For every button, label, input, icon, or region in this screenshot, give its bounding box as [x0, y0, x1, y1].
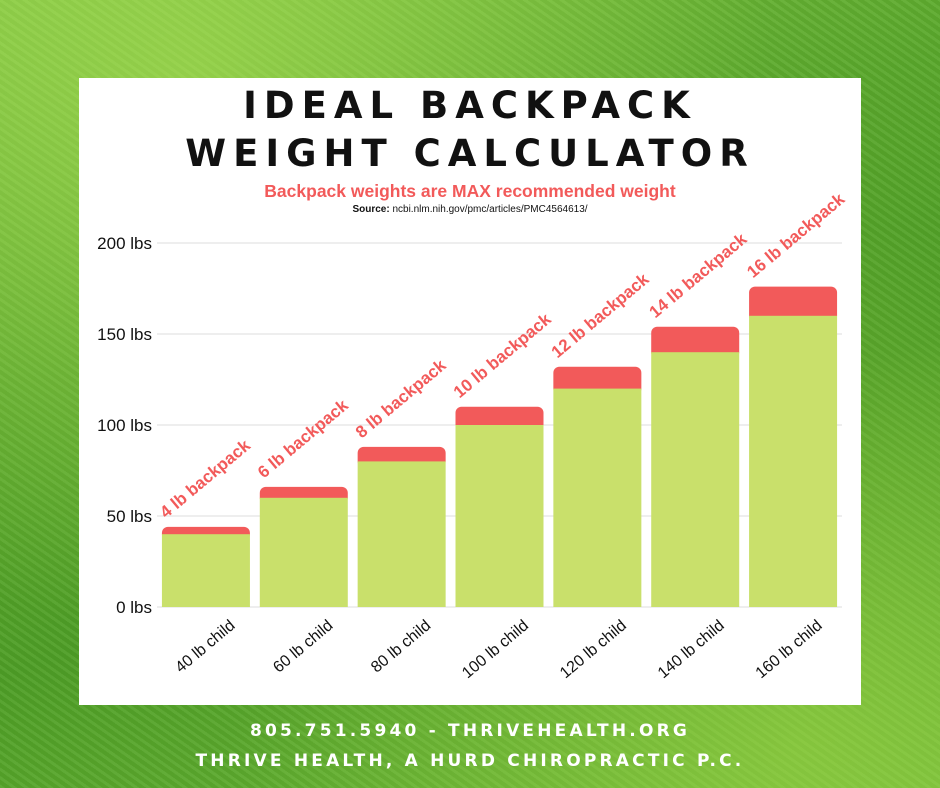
y-tick-label: 0 lbs: [116, 598, 152, 617]
backpack-bar-segment: [651, 326, 740, 359]
y-tick-label: 100 lbs: [97, 416, 152, 435]
child-bar-segment: [259, 497, 348, 607]
chart-card: IDEAL BACKPACK WEIGHT CALCULATOR Backpac…: [79, 78, 861, 705]
source-label: Source:: [352, 204, 390, 215]
footer-contact: 805.751.5940 - THRIVEHEALTH.ORG: [249, 721, 691, 741]
x-tick-label: 140 lb child: [655, 617, 728, 682]
child-bar-segment: [357, 461, 446, 607]
x-tick-label: 100 lb child: [459, 617, 532, 682]
source-url: ncbi.nlm.nih.gov/pmc/articles/PMC4564613…: [392, 204, 588, 215]
x-tick-label: 60 lb child: [270, 617, 336, 676]
source-citation: Source: ncbi.nlm.nih.gov/pmc/articles/PM…: [79, 204, 861, 215]
footer-company: THRIVE HEALTH, A HURD CHIROPRACTIC P.C.: [195, 751, 745, 771]
backpack-bar-segment: [749, 286, 838, 322]
backpack-weight-chart: 0 lbs 50 lbs 100 lbs 150 lbs 200 lbs 4 lb bac…: [97, 189, 849, 682]
y-tick-label: 150 lbs: [97, 325, 152, 344]
bar-data-label: 8 lb backpack: [352, 355, 450, 442]
bar-data-label: 12 lb backpack: [548, 269, 653, 362]
bar-data-label: 6 lb backpack: [254, 395, 352, 482]
y-tick-label: 200 lbs: [97, 234, 152, 253]
child-bar-segment: [749, 315, 838, 607]
bar-data-label: 4 lb backpack: [156, 435, 254, 522]
x-tick-label: 120 lb child: [557, 617, 630, 682]
chart-title-line-2: WEIGHT CALCULATOR: [185, 132, 755, 175]
child-bar-segment: [553, 388, 642, 607]
child-bar-segment: [161, 534, 250, 607]
bar-data-label: 10 lb backpack: [450, 309, 555, 402]
bar-data-label: 16 lb backpack: [743, 189, 848, 282]
y-tick-label: 50 lbs: [107, 507, 152, 526]
chart-title-line-1: IDEAL BACKPACK: [243, 84, 697, 127]
x-tick-label: 80 lb child: [368, 617, 434, 676]
backpack-bar-segment: [455, 406, 544, 431]
backpack-bar-segment: [553, 366, 642, 395]
child-bar-segment: [651, 352, 740, 607]
chart-subtitle: Backpack weights are MAX recommended wei…: [264, 181, 676, 201]
x-tick-label: 40 lb child: [172, 617, 238, 676]
x-tick-label: 160 lb child: [753, 617, 826, 682]
child-bar-segment: [455, 425, 544, 607]
